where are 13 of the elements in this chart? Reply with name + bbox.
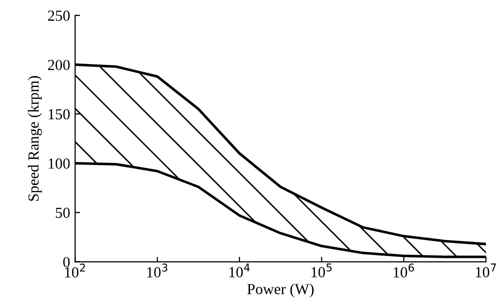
x-tick-label: 10$^{6}$ <box>394 264 414 278</box>
y-tick-label: 250 <box>48 10 70 21</box>
y-tick-label: 100 <box>48 158 70 169</box>
x-axis-title: Power (W) <box>247 283 314 298</box>
y-tick-label: 50 <box>56 208 70 218</box>
x-tick-label: 10$^{7}$ <box>476 264 496 278</box>
x-tick-label: 10$^{3}$ <box>147 264 168 278</box>
x-tick-label: 10$^{4}$ <box>229 264 250 278</box>
y-tick-label: 200 <box>48 60 70 70</box>
y-tick-label: 150 <box>48 109 70 120</box>
y-tick-label: 0 <box>63 256 70 268</box>
x-tick-label: 10$^{5}$ <box>312 264 332 278</box>
y-axis-title: Speed Range (krpm) <box>28 76 42 201</box>
